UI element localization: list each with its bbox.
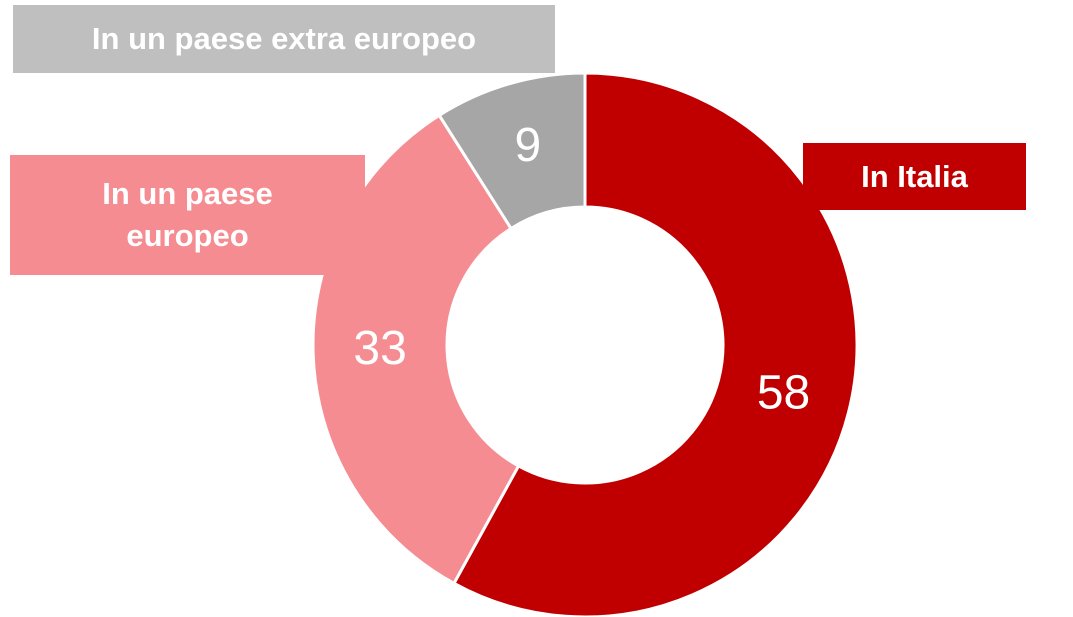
value-label: 9 <box>514 119 541 172</box>
value-label: 33 <box>353 322 406 375</box>
value-label: 58 <box>757 367 810 420</box>
category-label: In un paese extra europeo <box>13 5 555 73</box>
category-label: In un paese europeo <box>10 155 365 275</box>
category-label: In Italia <box>803 143 1026 210</box>
donut-segment <box>437 71 587 231</box>
